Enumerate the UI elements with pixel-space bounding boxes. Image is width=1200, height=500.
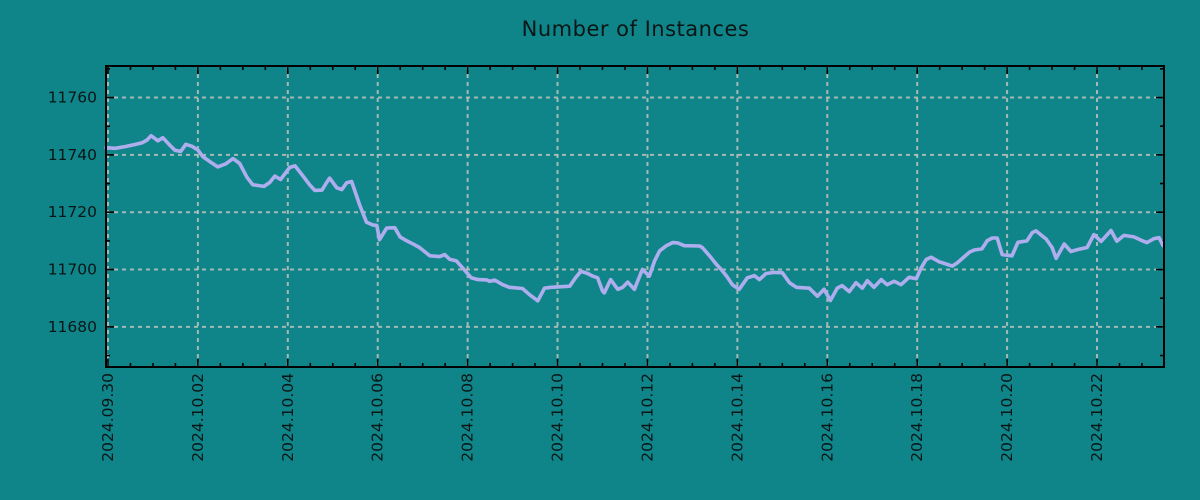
axis-border xyxy=(105,65,1165,368)
chart-title: Number of Instances xyxy=(521,17,750,41)
x-tick-label: 2024.10.10 xyxy=(549,373,567,462)
y-tick-label: 11740 xyxy=(48,146,97,164)
x-tick-label: 2024.10.06 xyxy=(369,373,387,462)
x-tick-label: 2024.10.22 xyxy=(1088,373,1106,462)
data-line-instances xyxy=(104,133,1165,303)
x-tick-label: 2024.10.02 xyxy=(189,373,207,462)
x-tick-label: 2024.10.04 xyxy=(279,373,297,462)
y-tick-label: 11720 xyxy=(48,203,97,221)
y-tick-label: 11700 xyxy=(48,261,97,279)
y-tick-label: 11760 xyxy=(48,89,97,107)
x-tick-label: 2024.10.18 xyxy=(908,373,926,462)
x-tick-label: 2024.10.20 xyxy=(998,373,1016,462)
x-tick-label: 2024.10.08 xyxy=(459,373,477,462)
x-tick-label: 2024.10.14 xyxy=(728,373,746,462)
x-tick-label: 2024.10.12 xyxy=(639,373,657,462)
x-tick-label: 2024.10.16 xyxy=(818,373,836,462)
x-tick-label: 2024.09.30 xyxy=(99,373,117,462)
y-tick-label: 11680 xyxy=(48,318,97,336)
